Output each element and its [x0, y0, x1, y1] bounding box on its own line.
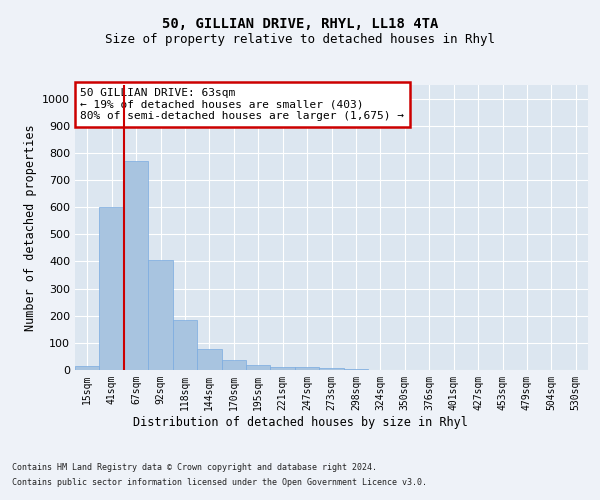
Bar — [344, 369, 368, 370]
Text: 50, GILLIAN DRIVE, RHYL, LL18 4TA: 50, GILLIAN DRIVE, RHYL, LL18 4TA — [162, 18, 438, 32]
Bar — [319, 368, 344, 370]
Bar — [197, 349, 221, 370]
Text: Contains HM Land Registry data © Crown copyright and database right 2024.: Contains HM Land Registry data © Crown c… — [12, 463, 377, 472]
Bar — [100, 207, 124, 370]
Bar — [246, 365, 271, 370]
Text: Distribution of detached houses by size in Rhyl: Distribution of detached houses by size … — [133, 416, 467, 429]
Bar — [148, 260, 173, 370]
Text: Contains public sector information licensed under the Open Government Licence v3: Contains public sector information licen… — [12, 478, 427, 487]
Bar — [295, 366, 319, 370]
Bar — [75, 366, 100, 370]
Bar — [173, 320, 197, 370]
Text: 50 GILLIAN DRIVE: 63sqm
← 19% of detached houses are smaller (403)
80% of semi-d: 50 GILLIAN DRIVE: 63sqm ← 19% of detache… — [80, 88, 404, 121]
Bar — [221, 360, 246, 370]
Y-axis label: Number of detached properties: Number of detached properties — [23, 124, 37, 331]
Text: Size of property relative to detached houses in Rhyl: Size of property relative to detached ho… — [105, 32, 495, 46]
Bar — [271, 366, 295, 370]
Bar — [124, 161, 148, 370]
